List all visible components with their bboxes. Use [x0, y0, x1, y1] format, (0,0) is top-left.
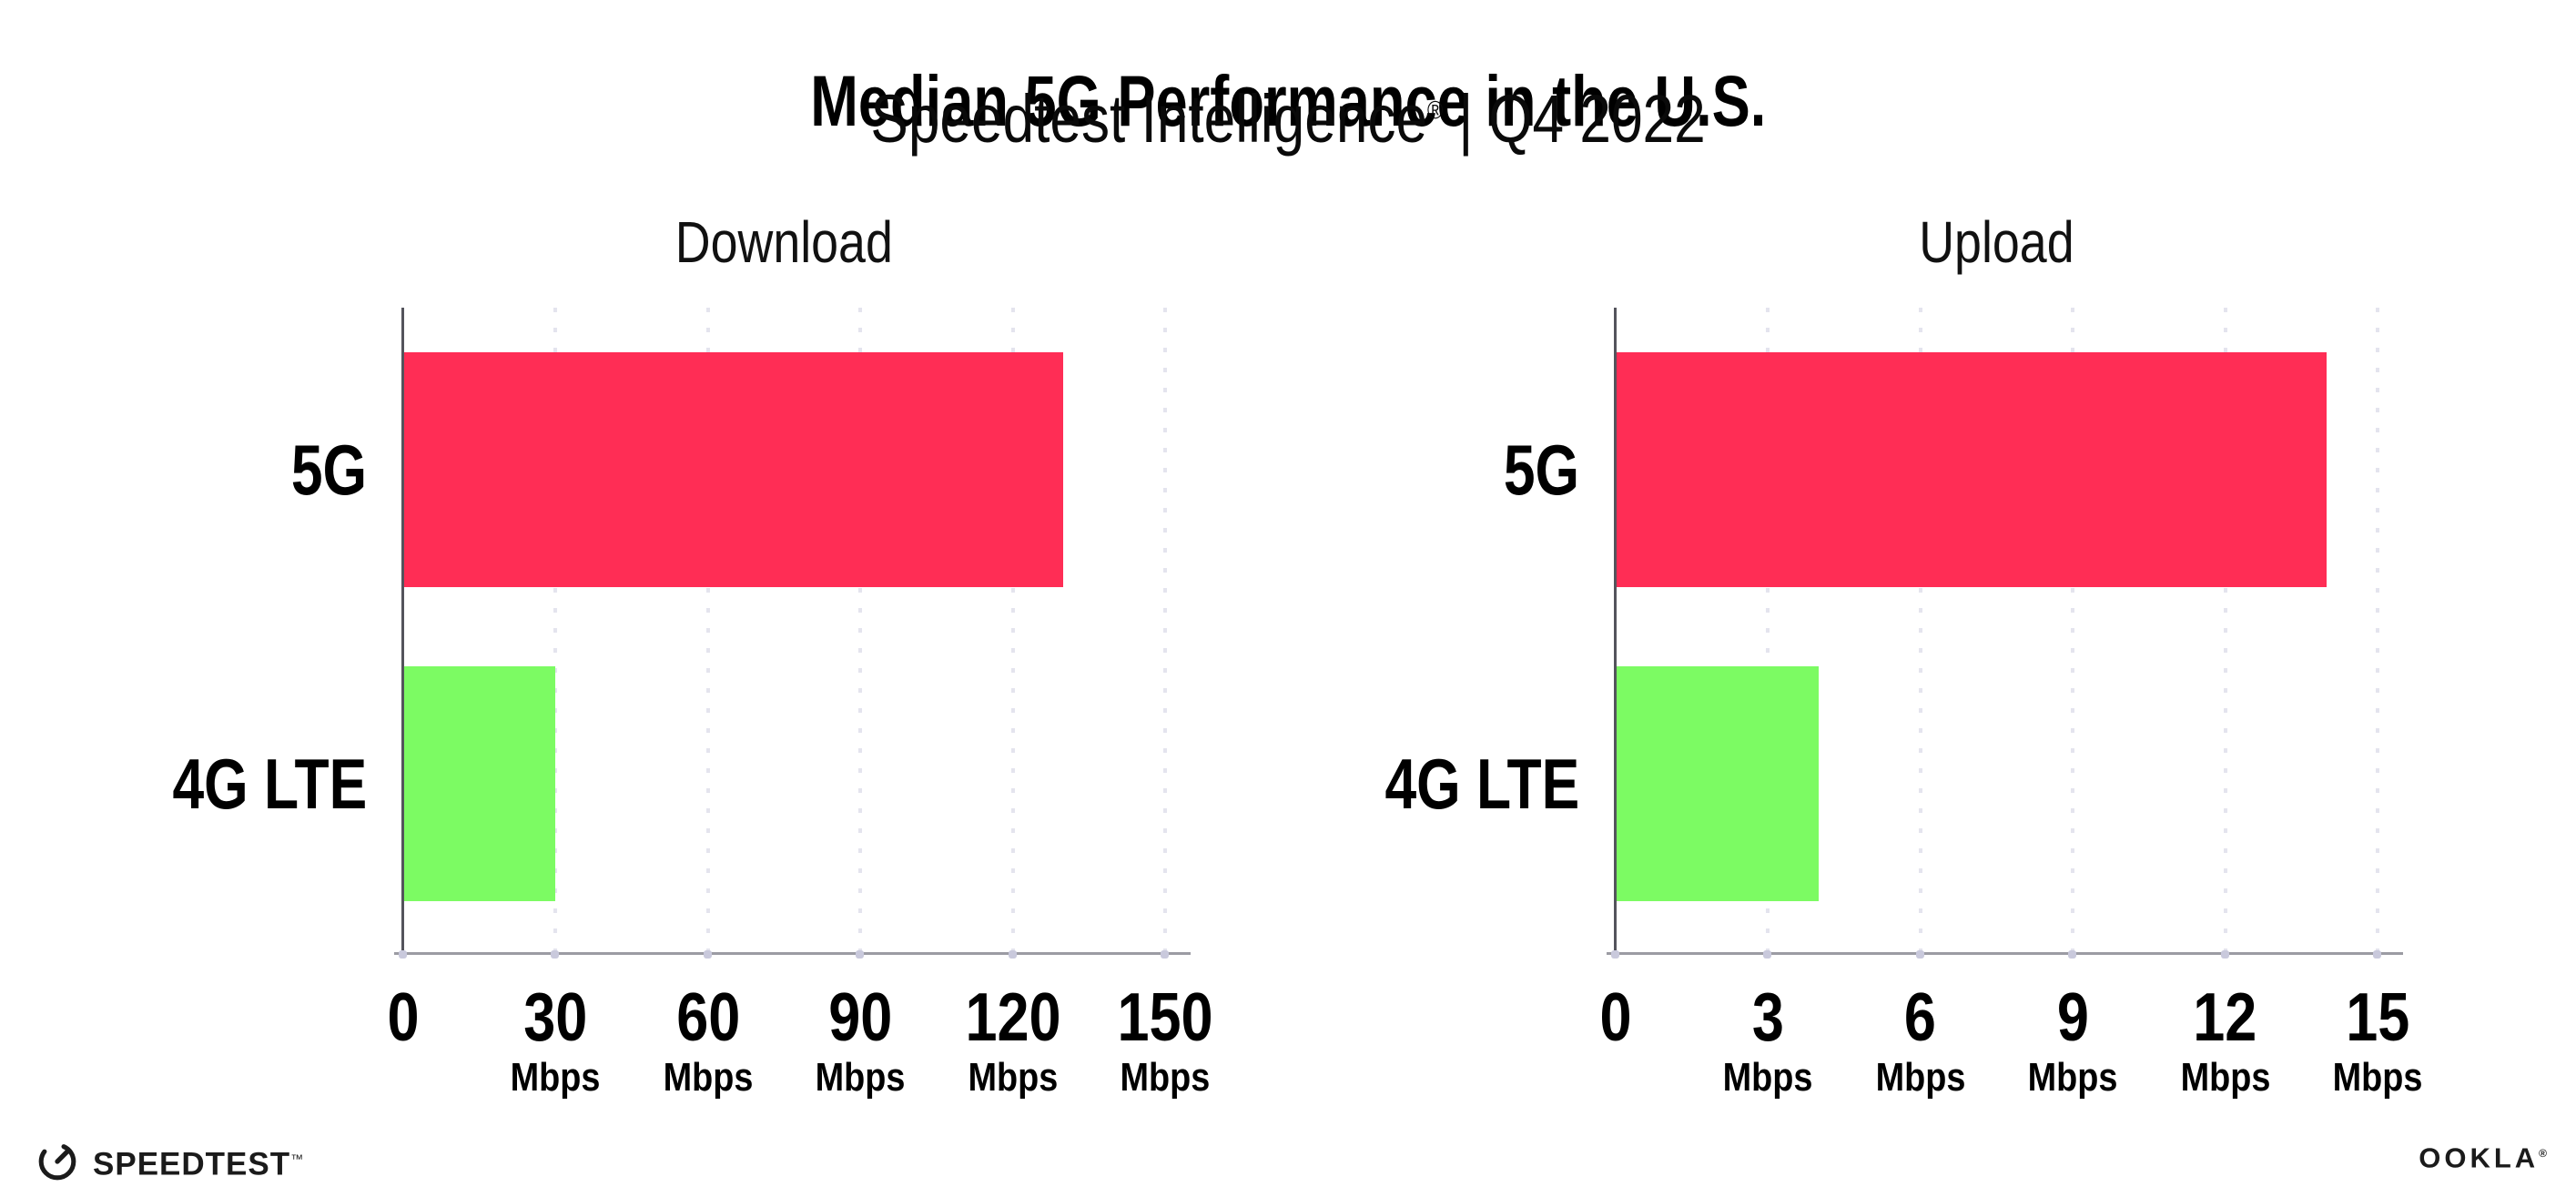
upload-5g-bar	[1616, 352, 2328, 587]
upload-chart-title: Upload	[1616, 213, 2378, 271]
tick-value-60: 60	[675, 979, 740, 1055]
tick-dot-12	[2220, 950, 2229, 959]
ookla-logo: OOKLA®	[2419, 1140, 2547, 1172]
gridline-150	[1163, 308, 1167, 953]
download-5g-label: 5G	[290, 430, 367, 510]
upload-tick-0: 0	[1597, 979, 1635, 1055]
tick-unit-label: Mbps	[1722, 1055, 1813, 1100]
page-subtitle: Speedtest Intelligence® | Q4 2022	[0, 84, 2576, 155]
tick-unit-label: Mbps	[2027, 1055, 2118, 1100]
gridline-3	[1766, 308, 1770, 953]
speedtest-logo: SPEEDTEST™	[36, 1141, 304, 1182]
tick-value-9: 9	[2056, 979, 2089, 1055]
tick-unit-label: Mbps	[2332, 1055, 2423, 1100]
speedtest-label: SPEEDTEST	[93, 1146, 291, 1182]
tick-dot-150	[1161, 950, 1169, 959]
tick-dot-0	[1611, 950, 1619, 959]
tick-value-3: 3	[1751, 979, 1784, 1055]
gridline-90	[858, 308, 863, 953]
trademark-mark: ™	[290, 1151, 305, 1166]
download-chart-title-text: Download	[674, 209, 894, 275]
tick-value-30: 30	[523, 979, 588, 1055]
tick-unit-label: Mbps	[2180, 1055, 2270, 1100]
upload-tick-15: 15 Mbps	[2326, 979, 2430, 1100]
upload-x-axis	[1607, 952, 2403, 955]
download-x-axis	[394, 952, 1191, 955]
page-subtitle-text: Speedtest Intelligence® | Q4 2022	[870, 84, 1705, 155]
tick-dot-3	[1763, 950, 1772, 959]
tick-value-6: 6	[1904, 979, 1937, 1055]
upload-tick-9: 9 Mbps	[2021, 979, 2125, 1100]
ookla-registered-mark: ®	[2539, 1146, 2547, 1160]
tick-dot-6	[1915, 950, 1924, 959]
page-title: Median 5G Performance in the U.S.	[0, 65, 2576, 137]
tick-unit-label: Mbps	[1875, 1055, 1966, 1100]
gridline-120	[1010, 308, 1015, 953]
download-chart: Download 5G 4G LTE 0 30 Mbps 60 Mbps 90 Mbps 120 Mb…	[172, 213, 1212, 1098]
download-tick-30: 30 Mbps	[503, 979, 608, 1100]
tick-dot-15	[2373, 950, 2381, 959]
download-tick-0: 0	[384, 979, 422, 1055]
tick-value-0: 0	[387, 979, 420, 1055]
tick-value-120: 120	[965, 979, 1061, 1055]
upload-4g-lte-label: 4G LTE	[1384, 744, 1579, 824]
download-chart-title: Download	[403, 213, 1165, 271]
upload-tick-3: 3 Mbps	[1716, 979, 1820, 1100]
upload-4g-lte-bar	[1616, 666, 1820, 901]
tick-unit-label: Mbps	[968, 1055, 1058, 1100]
ookla-label: OOKLA	[2419, 1141, 2540, 1173]
tick-value-90: 90	[828, 979, 893, 1055]
tick-value-150: 150	[1117, 979, 1213, 1055]
tick-unit-label: Mbps	[815, 1055, 906, 1100]
gridline-30	[553, 308, 558, 953]
registered-mark: ®	[1427, 96, 1444, 125]
upload-tick-12: 12 Mbps	[2173, 979, 2277, 1100]
gridline-6	[1918, 308, 1922, 953]
tick-unit-label: Mbps	[1120, 1055, 1211, 1100]
tick-value-15: 15	[2345, 979, 2410, 1055]
upload-chart-title-text: Upload	[1919, 209, 2074, 275]
tick-value-0: 0	[1599, 979, 1632, 1055]
subtitle-brand: Speedtest Intelligence	[870, 81, 1428, 157]
download-4g-lte-bar	[403, 666, 556, 901]
tick-dot-90	[856, 950, 865, 959]
download-tick-150: 150 Mbps	[1108, 979, 1222, 1100]
tick-dot-120	[1008, 950, 1017, 959]
upload-5g-label: 5G	[1503, 430, 1579, 510]
speedtest-gauge-icon	[38, 1142, 76, 1181]
page-title-text: Median 5G Performance in the U.S.	[809, 59, 1767, 141]
download-y-axis	[401, 308, 404, 955]
speedtest-wordmark: SPEEDTEST™	[93, 1143, 305, 1182]
upload-chart: Upload 5G 4G LTE 0 3 Mbps 6 Mbps 9 Mbps 12 Mbps 15 Mb…	[1384, 213, 2422, 1098]
tick-unit-label: Mbps	[663, 1055, 754, 1100]
tick-value-12: 12	[2193, 979, 2257, 1055]
upload-tick-6: 6 Mbps	[1868, 979, 1973, 1100]
tick-unit-label: Mbps	[510, 1055, 601, 1100]
gridline-12	[2223, 308, 2227, 953]
tick-dot-30	[551, 950, 560, 959]
tick-dot-60	[703, 950, 712, 959]
tick-dot-9	[2068, 950, 2077, 959]
subtitle-period: Q4 2022	[1488, 81, 1706, 157]
subtitle-separator: |	[1458, 81, 1474, 157]
download-5g-bar	[403, 352, 1064, 587]
upload-y-axis	[1614, 308, 1617, 955]
tick-dot-0	[399, 950, 407, 959]
gridline-60	[705, 308, 710, 953]
download-tick-60: 60 Mbps	[655, 979, 760, 1100]
gridline-9	[2071, 308, 2075, 953]
gridline-15	[2376, 308, 2379, 953]
download-tick-90: 90 Mbps	[808, 979, 913, 1100]
download-tick-120: 120 Mbps	[956, 979, 1070, 1100]
download-4g-lte-label: 4G LTE	[172, 744, 367, 824]
